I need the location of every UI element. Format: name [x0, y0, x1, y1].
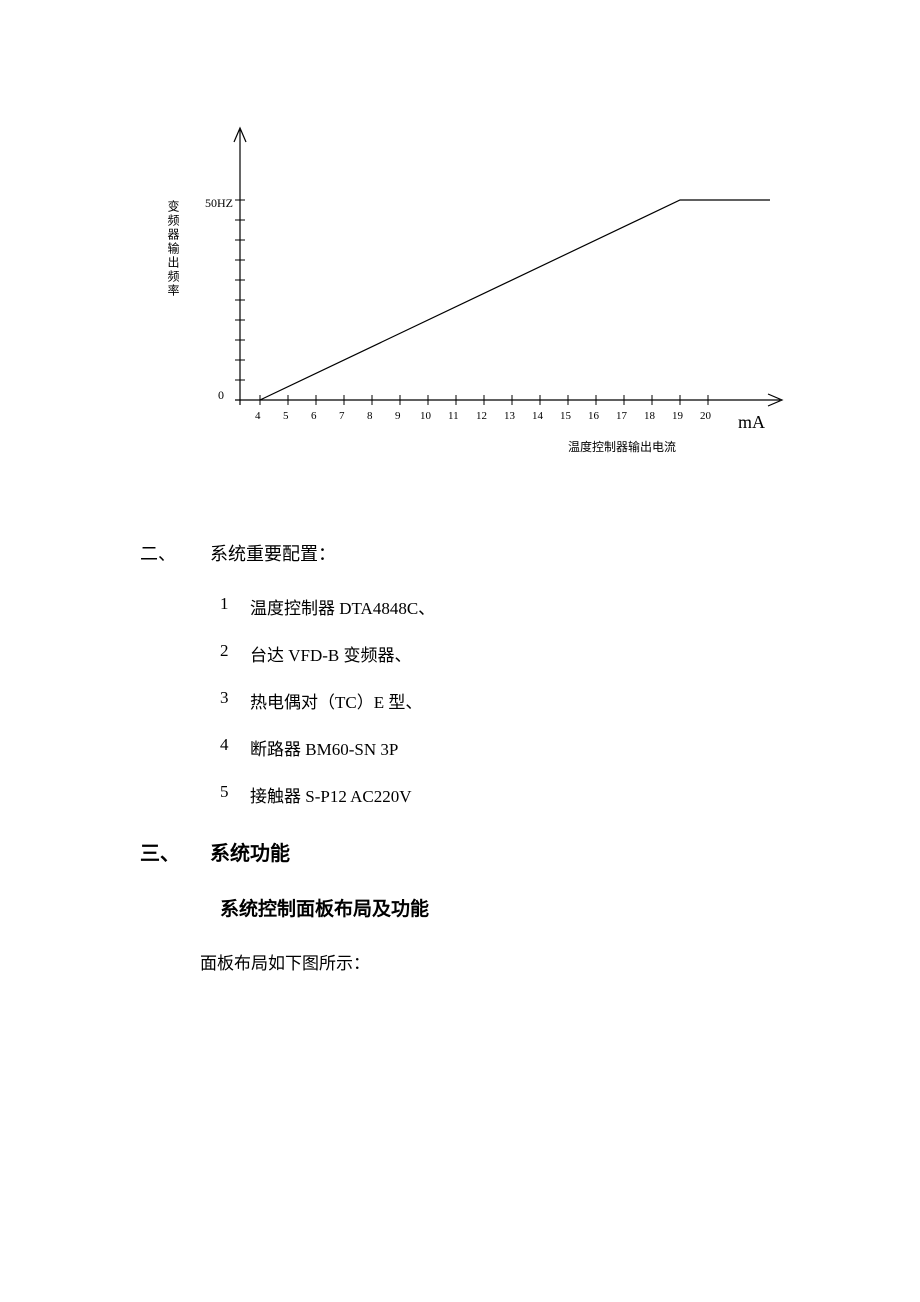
x-tick-17: 17	[616, 410, 627, 422]
x-tick-16: 16	[588, 410, 599, 422]
section-3-number: 三、	[140, 837, 210, 866]
x-axis-label: 温度控制器输出电流	[568, 438, 676, 455]
config-item-1: 1 温度控制器 DTA4848C、	[220, 594, 780, 619]
section-2-number: 二、	[140, 540, 210, 566]
x-tick-9: 9	[395, 410, 401, 422]
x-axis-unit: mA	[738, 412, 765, 433]
section-3-header: 三、 系统功能	[140, 837, 780, 866]
chart-svg	[150, 120, 800, 460]
config-item-5-num: 5	[220, 782, 250, 807]
config-item-3-num: 3	[220, 688, 250, 713]
x-tick-11: 11	[448, 410, 459, 422]
x-tick-15: 15	[560, 410, 571, 422]
config-item-5-text: 接触器 S-P12 AC220V	[250, 782, 412, 807]
section-3-body: 面板布局如下图所示：	[200, 949, 780, 974]
x-tick-12: 12	[476, 410, 487, 422]
y-tick-0: 0	[218, 388, 224, 403]
config-item-4-text: 断路器 BM60-SN 3P	[250, 735, 398, 760]
config-item-5: 5 接触器 S-P12 AC220V	[220, 782, 780, 807]
section-2-title: 系统重要配置：	[210, 540, 336, 566]
x-tick-5: 5	[283, 410, 289, 422]
section-3-subtitle: 系统控制面板布局及功能	[220, 894, 780, 921]
frequency-current-chart: 变频器输出频率 50HZ 0 4 5 6 7 8 9 10 11 12 13 1…	[150, 120, 800, 460]
config-item-2: 2 台达 VFD-B 变频器、	[220, 641, 780, 666]
x-tick-19: 19	[672, 410, 683, 422]
y-tick-50hz: 50HZ	[205, 196, 233, 211]
x-tick-18: 18	[644, 410, 655, 422]
x-tick-20: 20	[700, 410, 711, 422]
x-tick-6: 6	[311, 410, 317, 422]
section-3-title: 系统功能	[210, 837, 290, 866]
config-item-1-text: 温度控制器 DTA4848C、	[250, 594, 435, 619]
x-tick-10: 10	[420, 410, 431, 422]
config-item-4: 4 断路器 BM60-SN 3P	[220, 735, 780, 760]
document-content: 二、 系统重要配置： 1 温度控制器 DTA4848C、 2 台达 VFD-B …	[140, 540, 780, 994]
x-tick-4: 4	[255, 410, 261, 422]
config-item-2-num: 2	[220, 641, 250, 666]
section-2-header: 二、 系统重要配置：	[140, 540, 780, 566]
config-item-3-text: 热电偶对（TC）E 型、	[250, 688, 422, 713]
config-item-4-num: 4	[220, 735, 250, 760]
config-item-2-text: 台达 VFD-B 变频器、	[250, 641, 412, 666]
x-tick-14: 14	[532, 410, 543, 422]
config-item-3: 3 热电偶对（TC）E 型、	[220, 688, 780, 713]
x-tick-7: 7	[339, 410, 345, 422]
config-item-1-num: 1	[220, 594, 250, 619]
x-tick-13: 13	[504, 410, 515, 422]
x-tick-8: 8	[367, 410, 373, 422]
y-axis-label: 变频器输出频率	[165, 200, 182, 298]
